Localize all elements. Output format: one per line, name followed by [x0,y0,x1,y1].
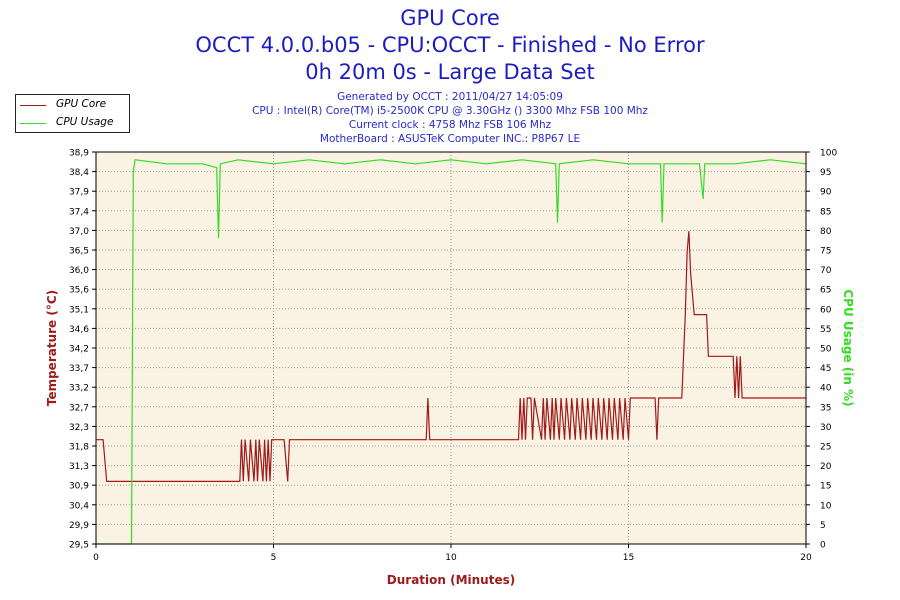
y-tick-label-right: 65 [820,286,831,296]
y-tick-label-left: 31,3 [69,462,89,472]
y-tick-label-right: 35 [820,403,831,413]
legend-label-gpu-core: GPU Core [56,98,107,110]
x-axis-label: Duration (Minutes) [387,573,515,587]
gpu-core-series [96,231,806,482]
y-tick-label-left: 34,6 [69,325,89,335]
y-tick-label-left: 36,5 [69,247,89,257]
y-tick-label-left: 30,9 [69,482,89,492]
x-tick-label: 20 [800,553,812,563]
y-tick-label-left: 38,9 [69,149,89,159]
y-tick-label-left: 38,4 [69,168,89,178]
x-tick-label: 0 [93,553,99,563]
y-tick-label-left: 35,1 [69,305,89,315]
y-tick-label-right: 20 [820,462,832,472]
y-tick-label-left: 29,9 [69,521,89,531]
y-tick-label-right: 10 [820,501,832,511]
chart-subtitle-duration: 0h 20m 0s - Large Data Set [305,60,595,84]
y-tick-label-right: 80 [820,227,832,237]
y-tick-label-left: 37,4 [69,207,89,217]
y-tick-label-left: 32,3 [69,423,89,433]
plot-frame [95,151,807,545]
y-tick-label-right: 55 [820,325,831,335]
y-tick-label-left: 37,0 [69,227,89,237]
y-tick-label-right: 90 [820,188,832,198]
y-tick-label-right: 75 [820,247,831,257]
y-tick-label-right: 0 [820,541,826,551]
y-tick-label-right: 70 [820,266,832,276]
x-tick-label: 10 [445,553,457,563]
y-axis-label-right: CPU Usage (in %) [841,289,855,406]
y-tick-label-left: 36,0 [69,266,89,276]
y-tick-label-right: 95 [820,168,831,178]
y-tick-label-right: 5 [820,521,826,531]
y-tick-label-left: 30,4 [69,501,89,511]
y-axis-label-left: Temperature (°C) [45,290,59,406]
legend-item-cpu-usage: CPU Usage [20,116,125,130]
y-tick-label-left: 32,7 [69,403,89,413]
generated-info: Generated by OCCT : 2011/04/27 14:05:09 [337,91,563,103]
y-tick-label-left: 31,8 [69,443,89,453]
y-tick-label-left: 33,2 [69,384,89,394]
y-tick-label-left: 35,6 [69,286,89,296]
y-tick-label-left: 29,5 [69,541,89,551]
y-tick-label-right: 40 [820,384,832,394]
y-tick-label-right: 30 [820,423,832,433]
y-tick-label-right: 60 [820,305,832,315]
y-tick-label-right: 45 [820,364,831,374]
y-tick-label-left: 37,9 [69,188,89,198]
chart-legend: GPU Core CPU Usage [15,94,130,133]
y-tick-label-right: 25 [820,443,831,453]
y-tick-label-left: 34,2 [69,345,89,355]
clock-info: Current clock : 4758 Mhz FSB 106 Mhz [348,119,552,131]
motherboard-info: MotherBoard : ASUSTeK Computer INC.: P8P… [319,133,581,145]
y-tick-label-right: 100 [820,149,837,159]
cpu-usage-series [96,159,807,545]
y-tick-label-right: 15 [820,482,831,492]
legend-label-cpu-usage: CPU Usage [56,116,114,128]
x-tick-label: 15 [623,553,634,563]
legend-swatch-gpu-core [20,105,46,106]
chart-subtitle-test: OCCT 4.0.0.b05 - CPU:OCCT - Finished - N… [195,33,705,57]
y-tick-label-right: 85 [820,207,831,217]
chart-title: GPU Core [400,6,500,30]
cpu-info: CPU : Intel(R) Core(TM) i5-2500K CPU @ 3… [252,105,648,117]
legend-item-gpu-core: GPU Core [20,98,125,112]
y-tick-label-left: 33,7 [69,364,89,374]
y-tick-label-right: 50 [820,345,832,355]
legend-swatch-cpu-usage [20,123,46,124]
x-tick-label: 5 [271,553,277,563]
